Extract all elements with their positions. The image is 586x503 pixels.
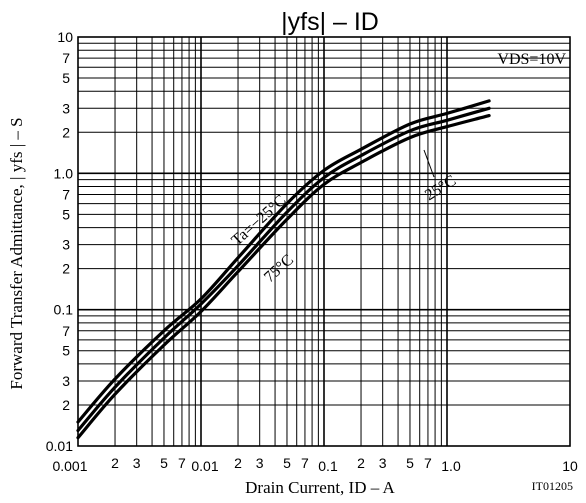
x-decade-label: 0.1 — [318, 458, 338, 474]
label-leader-25 — [423, 149, 435, 178]
y-tick-label: 5 — [62, 70, 70, 86]
grid-lines — [78, 37, 570, 446]
series-label-75: 75°C — [261, 251, 297, 286]
y-tick-label: 7 — [62, 323, 70, 339]
y-tick-label: 7 — [62, 50, 70, 66]
x-tick-label: 3 — [133, 455, 141, 471]
x-tick-label: 7 — [301, 455, 309, 471]
plot-frame — [77, 36, 571, 447]
y-tick-label: 7 — [62, 186, 70, 202]
x-tick-label: 3 — [379, 455, 387, 471]
vds-condition-label: VDS=10V — [497, 51, 566, 68]
x-decade-label: 1.0 — [441, 458, 461, 474]
x-tick-label: 5 — [406, 455, 414, 471]
x-tick-label: 5 — [283, 455, 291, 471]
x-tick-label: 3 — [256, 455, 264, 471]
y-tick-label: 2 — [62, 261, 70, 277]
y-decade-label: 10 — [57, 29, 73, 45]
y-tick-label: 3 — [62, 373, 70, 389]
x-tick-label: 2 — [234, 455, 242, 471]
y-axis-label: Forward Transfer Admittance, | yfs | – S — [7, 117, 26, 389]
x-tick-label: 7 — [424, 455, 432, 471]
x-decade-label: 0.001 — [52, 458, 87, 474]
y-tick-label: 5 — [62, 343, 70, 359]
x-decade-label: 0.01 — [191, 458, 218, 474]
x-tick-label: 5 — [160, 455, 168, 471]
x-decade-label: 10 — [562, 458, 578, 474]
y-decade-label: 0.1 — [54, 302, 74, 318]
y-tick-label: 2 — [62, 397, 70, 413]
y-tick-label: 2 — [62, 124, 70, 140]
x-tick-label: 7 — [178, 455, 186, 471]
series-line-1 — [76, 106, 491, 433]
y-tick-label: 5 — [62, 206, 70, 222]
x-tick-label: 2 — [357, 455, 365, 471]
tick-labels: 2 3 5 7 2 3 5 7 2 3 5 70.001 0.01 0.1 1.0 1023572357235… — [46, 29, 578, 474]
chart-title: |yfs| – ID — [281, 8, 379, 36]
x-tick-label: 2 — [111, 455, 119, 471]
curves — [76, 99, 491, 440]
y-decade-label: 0.01 — [46, 438, 73, 454]
y-decade-label: 1.0 — [54, 165, 74, 181]
x-axis-label: Drain Current, ID – A — [245, 478, 395, 497]
series-line-0 — [76, 99, 491, 424]
y-tick-label: 3 — [62, 100, 70, 116]
y-tick-label: 3 — [62, 237, 70, 253]
series-line-2 — [76, 114, 491, 440]
figure-id: IT01205 — [532, 479, 573, 493]
